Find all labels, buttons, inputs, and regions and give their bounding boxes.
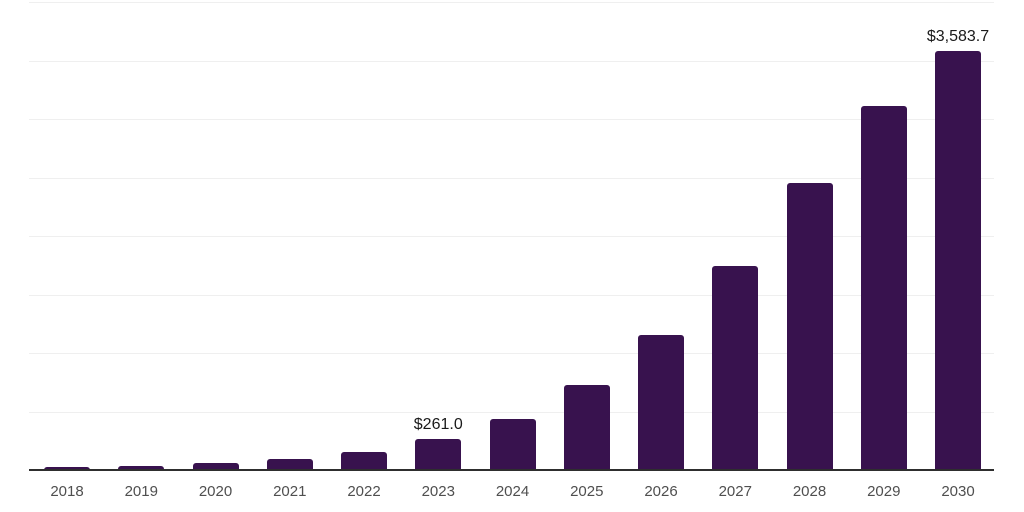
x-tick-2025: 2025 bbox=[570, 483, 604, 500]
x-tick-2019: 2019 bbox=[124, 483, 158, 500]
gridline-3500 bbox=[29, 60, 994, 62]
bar-2027 bbox=[712, 266, 759, 470]
bar-2022 bbox=[341, 451, 387, 470]
bar-2024 bbox=[489, 419, 536, 470]
data-label-2030: $3,583.7 bbox=[926, 27, 990, 45]
gridline-1000 bbox=[29, 353, 994, 354]
x-tick-2029: 2029 bbox=[867, 483, 901, 500]
bar-2020 bbox=[192, 463, 239, 470]
bar-2025 bbox=[563, 385, 610, 470]
bar-2026 bbox=[638, 335, 684, 470]
x-tick-2023: 2023 bbox=[421, 483, 455, 500]
x-axis-line bbox=[29, 469, 994, 471]
bar-2028 bbox=[786, 183, 833, 470]
bar-2019 bbox=[118, 465, 165, 470]
gridline-2500 bbox=[29, 177, 994, 179]
gridline-3000 bbox=[29, 119, 994, 120]
gridline-2000 bbox=[29, 236, 994, 237]
x-tick-2024: 2024 bbox=[495, 483, 530, 500]
data-label-2023: $261.0 bbox=[413, 416, 463, 434]
bar-2023 bbox=[415, 439, 462, 470]
bar-2030 bbox=[935, 50, 981, 470]
x-tick-2020: 2020 bbox=[198, 483, 233, 500]
x-tick-2028: 2028 bbox=[792, 483, 827, 500]
gridline-1500 bbox=[29, 294, 994, 296]
x-tick-2030: 2030 bbox=[941, 483, 975, 500]
gridline-500 bbox=[29, 411, 994, 413]
x-tick-2021: 2021 bbox=[273, 483, 307, 500]
x-tick-2018: 2018 bbox=[50, 483, 84, 500]
x-tick-2027: 2027 bbox=[718, 483, 752, 500]
x-tick-2022: 2022 bbox=[347, 483, 381, 500]
x-tick-2026: 2026 bbox=[644, 483, 678, 500]
gridline-4000 bbox=[29, 2, 994, 3]
bar-2029 bbox=[860, 105, 907, 470]
bar-2018 bbox=[44, 467, 90, 470]
bar-2021 bbox=[266, 459, 313, 470]
